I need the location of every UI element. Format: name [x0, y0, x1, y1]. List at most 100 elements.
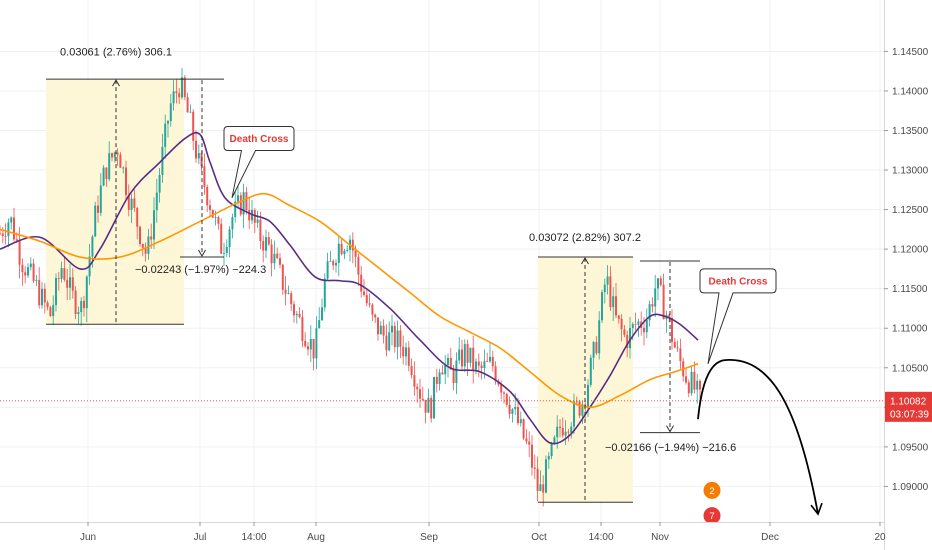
candle-body[interactable]: [4, 235, 7, 237]
candle-body[interactable]: [57, 278, 60, 279]
candle-body[interactable]: [447, 357, 449, 365]
candle-body[interactable]: [52, 305, 55, 317]
candle-body[interactable]: [690, 371, 693, 394]
candle-body[interactable]: [326, 261, 329, 279]
candle-body[interactable]: [321, 307, 323, 321]
candle-body[interactable]: [69, 277, 71, 288]
candle-body[interactable]: [567, 431, 570, 433]
candle-body[interactable]: [662, 284, 665, 320]
candle-body[interactable]: [475, 361, 477, 370]
candle-body[interactable]: [522, 419, 525, 439]
candle-body[interactable]: [242, 192, 245, 215]
candle-body[interactable]: [189, 111, 192, 113]
candle-body[interactable]: [214, 217, 217, 218]
candle-body[interactable]: [449, 357, 452, 370]
candle-body[interactable]: [77, 312, 80, 315]
candle-body[interactable]: [295, 314, 298, 316]
candle-body[interactable]: [259, 219, 262, 242]
candle-body[interactable]: [270, 244, 273, 264]
candle-body[interactable]: [60, 268, 63, 279]
candle-body[interactable]: [125, 167, 127, 196]
candle-body[interactable]: [693, 371, 696, 390]
candle-body[interactable]: [528, 441, 531, 445]
candle-body[interactable]: [43, 288, 46, 303]
candle-body[interactable]: [477, 361, 480, 366]
candle-body[interactable]: [0, 233, 1, 235]
candle-body[interactable]: [472, 347, 475, 370]
measurement-tools[interactable]: 0.03061 (2.76%) 306.1 −0.02243 (−1.97%) −…: [46, 46, 736, 503]
candle-body[interactable]: [531, 444, 533, 468]
candle-body[interactable]: [413, 375, 416, 387]
candle-body[interactable]: [438, 372, 441, 384]
candle-body[interactable]: [393, 325, 396, 348]
time-axis[interactable]: Jun Jul 14:00 Aug Sep Oct 14:00 Nov Dec 20: [0, 522, 886, 550]
candle-body[interactable]: [631, 324, 634, 328]
candle-body[interactable]: [587, 384, 589, 408]
candle-body[interactable]: [169, 103, 172, 122]
candle-body[interactable]: [127, 195, 130, 210]
candle-body[interactable]: [489, 356, 491, 362]
candle-body[interactable]: [102, 167, 105, 186]
candle-body[interactable]: [463, 344, 466, 367]
candle-body[interactable]: [256, 219, 259, 223]
candle-body[interactable]: [13, 217, 15, 240]
candle-body[interactable]: [122, 167, 125, 169]
candle-body[interactable]: [645, 320, 648, 333]
candle-body[interactable]: [41, 288, 43, 306]
candle-body[interactable]: [511, 409, 514, 414]
candle-body[interactable]: [315, 328, 318, 359]
candle-body[interactable]: [228, 229, 231, 247]
candle-body[interactable]: [399, 330, 402, 347]
candle-body[interactable]: [29, 263, 32, 268]
candle-body[interactable]: [234, 201, 237, 218]
candle-body[interactable]: [606, 276, 609, 285]
candle-body[interactable]: [545, 459, 547, 493]
candle-body[interactable]: [83, 300, 85, 309]
candle-body[interactable]: [141, 243, 144, 248]
candle-body[interactable]: [603, 284, 606, 293]
candle-body[interactable]: [402, 346, 405, 357]
candle-body[interactable]: [533, 467, 536, 469]
candle-body[interactable]: [589, 357, 592, 385]
candle-body[interactable]: [581, 404, 584, 416]
candle-body[interactable]: [391, 325, 393, 333]
candle-body[interactable]: [153, 210, 155, 240]
candle-body[interactable]: [458, 349, 461, 361]
candle-body[interactable]: [223, 253, 225, 254]
candle-body[interactable]: [155, 192, 158, 211]
candle-body[interactable]: [309, 338, 312, 350]
candle-body[interactable]: [312, 338, 315, 359]
candle-body[interactable]: [480, 365, 483, 368]
candle-body[interactable]: [561, 427, 564, 436]
candle-body[interactable]: [10, 217, 13, 223]
candle-body[interactable]: [284, 289, 287, 294]
candle-body[interactable]: [497, 381, 500, 385]
death-cross-callout[interactable]: Death Cross: [699, 268, 777, 364]
measurement-tool[interactable]: −0.02243 (−1.97%) −224.3: [135, 78, 266, 276]
candle-body[interactable]: [671, 317, 673, 342]
candle-body[interactable]: [304, 340, 307, 347]
candle-body[interactable]: [556, 426, 559, 438]
candle-body[interactable]: [237, 195, 239, 202]
event-badge[interactable]: 2: [702, 480, 722, 500]
candle-body[interactable]: [301, 317, 304, 341]
candle-body[interactable]: [421, 398, 424, 400]
candle-body[interactable]: [648, 304, 651, 321]
price-axis[interactable]: 1.14500 1.14000 1.13500 1.13000 1.12500 1.120…: [884, 0, 932, 550]
candle-body[interactable]: [374, 314, 377, 318]
candle-body[interactable]: [388, 332, 391, 351]
candle-body[interactable]: [435, 376, 438, 384]
candle-body[interactable]: [329, 260, 332, 262]
candle-body[interactable]: [676, 347, 679, 349]
event-badges[interactable]: 27: [702, 480, 722, 526]
candle-body[interactable]: [172, 91, 175, 104]
candle-body[interactable]: [559, 426, 561, 428]
candle-body[interactable]: [181, 77, 183, 98]
candle-body[interactable]: [211, 209, 214, 218]
candle-body[interactable]: [595, 342, 598, 354]
candle-body[interactable]: [7, 222, 10, 237]
candle-body[interactable]: [24, 272, 27, 276]
candle-body[interactable]: [550, 443, 553, 457]
candle-body[interactable]: [494, 366, 497, 382]
candle-body[interactable]: [371, 304, 374, 315]
